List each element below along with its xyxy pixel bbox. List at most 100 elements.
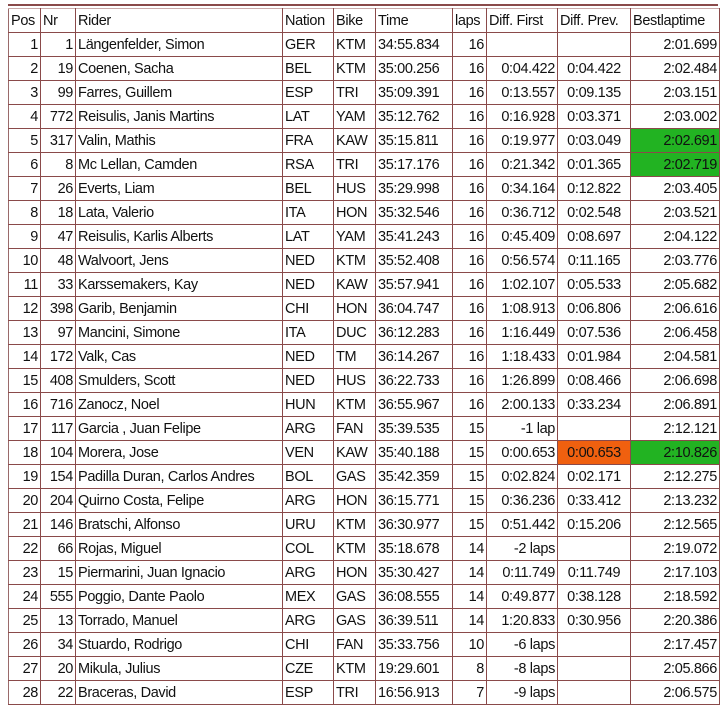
- rider-cell: Garcia , Juan Felipe: [75, 416, 283, 441]
- nr-cell: 33: [40, 272, 76, 297]
- bike-cell: FAN: [333, 632, 376, 657]
- rider-cell: Coenen, Sacha: [75, 56, 283, 81]
- laps-cell: 14: [452, 608, 487, 633]
- nr-cell: 172: [40, 344, 76, 369]
- pos-cell: 18: [8, 440, 41, 465]
- header-nation[interactable]: Nation: [282, 8, 334, 33]
- table-row: 5 317 Valin, Mathis FRA KAW 35:15.811 16 0:19.9…: [8, 128, 720, 153]
- diff-prev-cell: 0:12.822: [557, 176, 631, 201]
- rider-cell: Smulders, Scott: [75, 368, 283, 393]
- header-laps[interactable]: laps: [452, 8, 487, 33]
- diff-prev-cell: 0:33.412: [557, 488, 631, 513]
- pos-cell: 10: [8, 248, 41, 273]
- time-cell: 35:39.535: [375, 416, 453, 441]
- diff-first-cell: 0:36.236: [486, 488, 558, 513]
- diff-first-cell: 0:13.557: [486, 80, 558, 105]
- time-cell: 36:15.771: [375, 488, 453, 513]
- time-cell: 35:30.427: [375, 560, 453, 585]
- bike-cell: KAW: [333, 440, 376, 465]
- nr-cell: 15: [40, 560, 76, 585]
- rider-cell: Mikula, Julius: [75, 656, 283, 681]
- nation-cell: BEL: [282, 176, 334, 201]
- nation-cell: COL: [282, 536, 334, 561]
- bestlaptime-cell: 2:12.565: [630, 512, 720, 537]
- rider-cell: Valin, Mathis: [75, 128, 283, 153]
- nr-cell: 104: [40, 440, 76, 465]
- laps-cell: 7: [452, 680, 487, 705]
- pos-cell: 9: [8, 224, 41, 249]
- rider-cell: Farres, Guillem: [75, 80, 283, 105]
- header-diff-first[interactable]: Diff. First: [486, 8, 558, 33]
- nation-cell: LAT: [282, 224, 334, 249]
- laps-cell: 16: [452, 296, 487, 321]
- time-cell: 35:15.811: [375, 128, 453, 153]
- header-nr[interactable]: Nr: [40, 8, 76, 33]
- time-cell: 36:14.267: [375, 344, 453, 369]
- rider-cell: Stuardo, Rodrigo: [75, 632, 283, 657]
- table-row: 27 20 Mikula, Julius CZE KTM 19:29.601 8 -8 lap…: [8, 656, 720, 681]
- nr-cell: 26: [40, 176, 76, 201]
- header-pos[interactable]: Pos: [8, 8, 41, 33]
- laps-cell: 16: [452, 104, 487, 129]
- nation-cell: URU: [282, 512, 334, 537]
- laps-cell: 15: [452, 512, 487, 537]
- table-row: 8 18 Lata, Valerio ITA HON 35:32.546 16 0:36.71…: [8, 200, 720, 225]
- bestlaptime-cell: 2:17.457: [630, 632, 720, 657]
- nr-cell: 154: [40, 464, 76, 489]
- time-cell: 36:04.747: [375, 296, 453, 321]
- nr-cell: 13: [40, 608, 76, 633]
- diff-prev-cell: 0:08.697: [557, 224, 631, 249]
- table-row: 4 772 Reisulis, Janis Martins LAT YAM 35:12.7…: [8, 104, 720, 129]
- laps-cell: 16: [452, 176, 487, 201]
- time-cell: 36:22.733: [375, 368, 453, 393]
- laps-cell: 15: [452, 464, 487, 489]
- bestlaptime-cell: 2:20.386: [630, 608, 720, 633]
- rider-cell: Zanocz, Noel: [75, 392, 283, 417]
- bestlaptime-cell: 2:06.458: [630, 320, 720, 345]
- bike-cell: FAN: [333, 416, 376, 441]
- diff-prev-cell: 0:02.548: [557, 200, 631, 225]
- header-bestlaptime[interactable]: Bestlaptime: [630, 8, 720, 33]
- pos-cell: 21: [8, 512, 41, 537]
- bike-cell: HON: [333, 200, 376, 225]
- rider-cell: Karssemakers, Kay: [75, 272, 283, 297]
- bike-cell: KTM: [333, 656, 376, 681]
- pos-cell: 11: [8, 272, 41, 297]
- bike-cell: TM: [333, 344, 376, 369]
- laps-cell: 16: [452, 224, 487, 249]
- header-rider[interactable]: Rider: [75, 8, 283, 33]
- bike-cell: TRI: [333, 80, 376, 105]
- diff-prev-cell: 0:11.165: [557, 248, 631, 273]
- table-row: 12 398 Garib, Benjamin CHI HON 36:04.747 16 1:0…: [8, 296, 720, 321]
- diff-prev-cell: 0:00.653: [557, 440, 631, 465]
- header-time[interactable]: Time: [375, 8, 453, 33]
- laps-cell: 16: [452, 344, 487, 369]
- nation-cell: HUN: [282, 392, 334, 417]
- bestlaptime-cell: 2:18.592: [630, 584, 720, 609]
- laps-cell: 8: [452, 656, 487, 681]
- pos-cell: 28: [8, 680, 41, 705]
- bestlaptime-cell: 2:02.719: [630, 152, 720, 177]
- table-row: 25 13 Torrado, Manuel ARG GAS 36:39.511 14 1:20…: [8, 608, 720, 633]
- diff-prev-cell: 0:38.128: [557, 584, 631, 609]
- diff-first-cell: -6 laps: [486, 632, 558, 657]
- laps-cell: 16: [452, 56, 487, 81]
- time-cell: 36:39.511: [375, 608, 453, 633]
- header-diff-prev[interactable]: Diff. Prev.: [557, 8, 631, 33]
- table-row: 1 1 Längenfelder, Simon GER KTM 34:55.834 16 2:…: [8, 32, 720, 57]
- diff-first-cell: 0:45.409: [486, 224, 558, 249]
- pos-cell: 7: [8, 176, 41, 201]
- nr-cell: 398: [40, 296, 76, 321]
- header-bike[interactable]: Bike: [333, 8, 376, 33]
- nation-cell: CHI: [282, 296, 334, 321]
- diff-prev-cell: [557, 656, 631, 681]
- diff-prev-cell: 0:07.536: [557, 320, 631, 345]
- bestlaptime-cell: 2:02.691: [630, 128, 720, 153]
- diff-first-cell: 0:49.877: [486, 584, 558, 609]
- table-row: 15 408 Smulders, Scott NED HUS 36:22.733 16 1:2…: [8, 368, 720, 393]
- diff-prev-cell: 0:05.533: [557, 272, 631, 297]
- diff-first-cell: 2:00.133: [486, 392, 558, 417]
- rider-cell: Mc Lellan, Camden: [75, 152, 283, 177]
- bike-cell: HON: [333, 488, 376, 513]
- nr-cell: 99: [40, 80, 76, 105]
